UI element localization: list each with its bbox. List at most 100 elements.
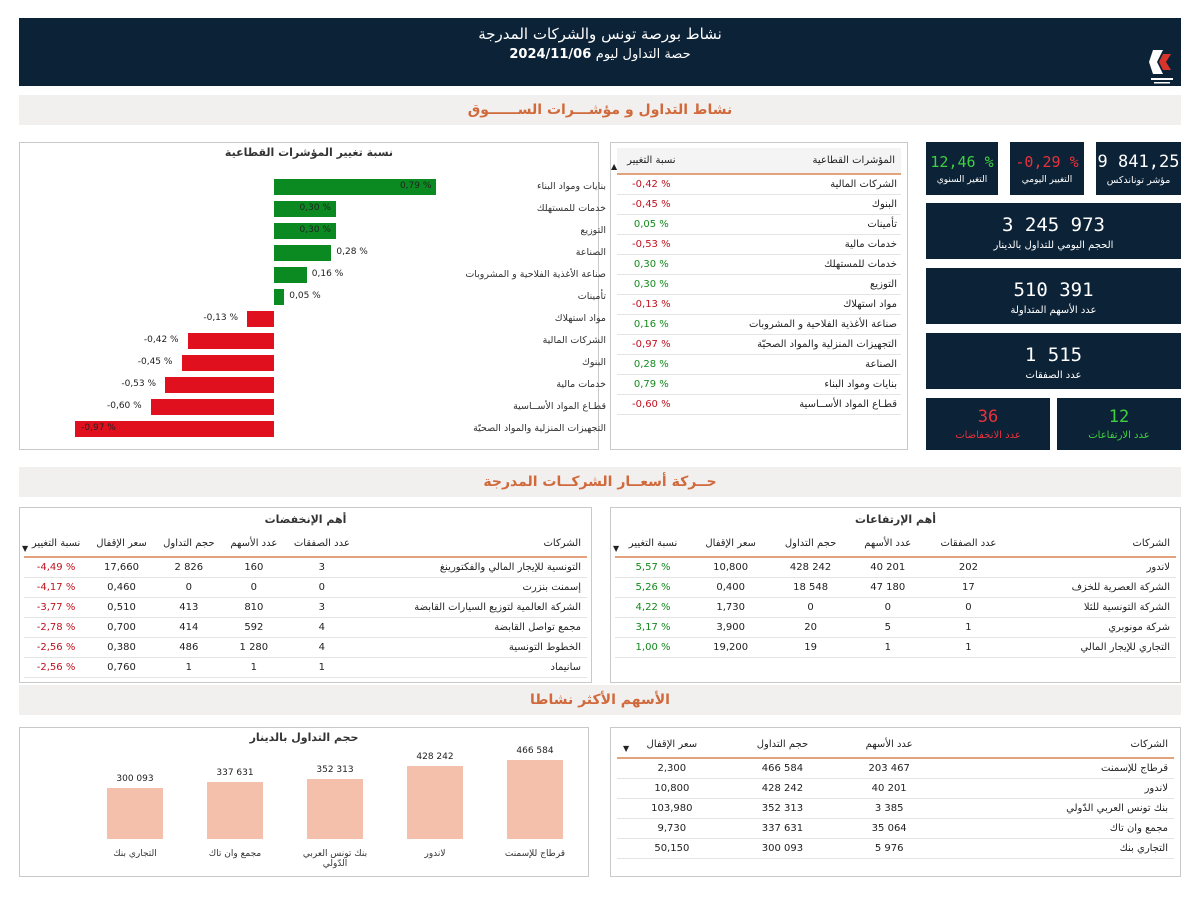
sector-table-panel: المؤشرات القطاعية نسبة التغيير ▲ الشركات… [610, 142, 908, 450]
rises-label: عدد الارتفاعات [1088, 430, 1150, 441]
trades-value: 1 515 [1024, 344, 1083, 366]
active-row[interactable]: قرطاج للإسمنت 203 467 466 584 2,300 [617, 758, 1174, 779]
losers-cell: 0,510 [88, 597, 155, 618]
sector-bar-value: -0,45 % [137, 357, 173, 367]
sector-bar [247, 311, 274, 327]
gainers-col-header[interactable]: عدد الأسهم [850, 531, 925, 558]
gainers-row[interactable]: الشركة العصرية للخزف 17 47 180 18 548 0,400 5… [615, 577, 1176, 598]
sector-bar [165, 377, 274, 393]
session-prefix: حصة التداول ليوم [595, 47, 691, 62]
volume-bar [207, 781, 263, 839]
gainers-col-header[interactable]: الشركات [1012, 531, 1176, 558]
sector-row[interactable]: صناعة الأغذية الفلاحية و المشروبات 0,16 % [617, 314, 901, 335]
losers-row[interactable]: إسمنت بنزرت 0 0 0 0,460 -4,17 % [24, 577, 587, 598]
active-cell: 10,800 [617, 778, 727, 799]
sort-desc-icon[interactable]: ▼ [22, 544, 29, 553]
sector-bar-label: خدمات مالية [556, 379, 606, 390]
gainers-row[interactable]: شركة مونوبري 1 5 20 3,900 3,17 % [615, 617, 1176, 638]
volume-bar-label: لاندور [424, 849, 446, 859]
losers-col-header[interactable]: سعر الإقفال [88, 531, 155, 558]
sort-desc-icon[interactable]: ▼ [613, 544, 620, 553]
volume-bar-value: 352 313 [316, 765, 354, 776]
losers-cell: -3,77 % [24, 597, 89, 618]
losers-col-header[interactable]: حجم التداول [154, 531, 223, 558]
sort-asc-icon[interactable]: ▲ [611, 162, 618, 171]
losers-col-header[interactable]: الشركات [358, 531, 587, 558]
active-col-header[interactable]: عدد الأسهم [838, 732, 941, 759]
gainers-col-header[interactable]: نسبة التغيير ▼ [613, 531, 692, 558]
sector-row[interactable]: قطـاع المواد الأســاسية -0,60 % [617, 394, 901, 415]
gainers-row[interactable]: لاندور 202 40 201 428 242 10,800 5,57 % [615, 557, 1176, 578]
volume-bar-value: 428 242 [416, 752, 454, 763]
sector-row[interactable]: الصناعة 0,28 % [617, 354, 901, 375]
sector-change: 0,05 % [617, 214, 686, 235]
gainers-cell: التجاري للإيجار المالي [1012, 637, 1176, 658]
sector-name: قطـاع المواد الأســاسية [685, 394, 901, 415]
sector-row[interactable]: مواد استهلاك -0,13 % [617, 294, 901, 315]
gainers-col-header[interactable]: عدد الصفقات [924, 531, 1013, 558]
sector-bar-label: خدمات للمستهلك [536, 203, 606, 214]
losers-col-header[interactable]: عدد الصفقات [284, 531, 359, 558]
losers-col-header[interactable]: نسبة التغيير ▼ [22, 531, 89, 558]
sector-change: -0,13 % [617, 294, 686, 315]
active-cell: 300 093 [726, 838, 839, 859]
gainers-cell: 19 [770, 637, 851, 658]
sector-change-col-header[interactable]: نسبة التغيير ▲ [611, 148, 686, 175]
sector-row[interactable]: تأمينات 0,05 % [617, 214, 901, 235]
active-row[interactable]: بنك تونس العربي الدّولي 3 385 352 313 103,9… [617, 798, 1174, 819]
sector-change: -0,53 % [617, 234, 686, 255]
sector-row[interactable]: الشركات المالية -0,42 % [617, 174, 901, 195]
active-row[interactable]: مجمع وان تاك 35 064 337 631 9,730 [617, 818, 1174, 839]
sector-change-chart-panel: نسبة تغيير المؤشرات القطاعية 0,79 % بنايا… [19, 142, 606, 450]
volume-bar [307, 779, 363, 839]
sector-col-header[interactable]: المؤشرات القطاعية [685, 148, 901, 175]
losers-cell: 3 [284, 557, 359, 578]
losers-row[interactable]: سانيماد 1 1 1 0,760 -2,56 % [24, 657, 587, 678]
gainers-panel: أهم الإرتفاعات الشركات عدد الصفقات عدد الأ… [610, 507, 1181, 683]
sector-bar [274, 267, 307, 283]
falls-tile: 36 عدد الانخفاضات [926, 398, 1050, 450]
sector-row[interactable]: بنايات ومواد البناء 0,79 % [617, 374, 901, 395]
sector-bar-label: التوزيع [580, 225, 606, 236]
volume-bar [507, 759, 563, 839]
gainers-row[interactable]: الشركة التونسية للثلا 0 0 0 1,730 4,22 % [615, 597, 1176, 618]
losers-row[interactable]: مجمع تواصل القابضة 4 592 414 0,700 -2,78 % [24, 617, 587, 638]
rises-tile: 12 عدد الارتفاعات [1057, 398, 1181, 450]
sector-bar-label: قطـاع المواد الأســاسية [513, 401, 606, 412]
sector-row[interactable]: التجهيزات المنزلية والمواد الصحيّة -0,97 … [617, 334, 901, 355]
volume-chart-panel: حجم التداول بالدينار 466 584 قرطاج للإسمن… [19, 727, 589, 877]
active-row[interactable]: لاندور 40 201 428 242 10,800 [617, 778, 1174, 799]
active-row[interactable]: التجاري بنك 5 976 300 093 50,150 [617, 838, 1174, 859]
gainers-col-header[interactable]: حجم التداول [770, 531, 851, 558]
active-col-header[interactable]: الشركات [940, 732, 1174, 759]
losers-cell: -2,78 % [24, 617, 89, 638]
active-col-header[interactable]: حجم التداول [726, 732, 839, 759]
losers-col-header[interactable]: عدد الأسهم [222, 531, 285, 558]
losers-row[interactable]: الخطوط التونسية 4 1 280 486 0,380 -2,56 % [24, 637, 587, 658]
sector-row[interactable]: البنوك -0,45 % [617, 194, 901, 215]
gainers-row[interactable]: التجاري للإيجار المالي 1 1 19 19,200 1,00 % [615, 637, 1176, 658]
gainers-cell: 1,00 % [615, 637, 692, 658]
losers-row[interactable]: الشركة العالمية لتوزيع السيارات القابضة 3… [24, 597, 587, 618]
losers-cell: 4 [284, 637, 359, 658]
losers-row[interactable]: التونسية للإيجار المالي والفكتورينغ 3 160 2… [24, 557, 587, 578]
gainers-col-header[interactable]: سعر الإقفال [691, 531, 771, 558]
sector-table: المؤشرات القطاعية نسبة التغيير ▲ الشركات… [611, 148, 901, 415]
losers-cell: 1 [222, 657, 285, 678]
active-cell: قرطاج للإسمنت [940, 758, 1174, 779]
sector-name: التجهيزات المنزلية والمواد الصحيّة [685, 334, 901, 355]
sector-row[interactable]: خدمات للمستهلك 0,30 % [617, 254, 901, 275]
sector-change: -0,45 % [617, 194, 686, 215]
sector-row[interactable]: خدمات مالية -0,53 % [617, 234, 901, 255]
sort-desc-icon[interactable]: ▼ [623, 744, 630, 753]
volume-value: 3 245 973 [1002, 214, 1105, 236]
losers-cell: 414 [154, 617, 223, 638]
volume-bar-value: 466 584 [516, 745, 554, 756]
sector-name: الصناعة [685, 354, 901, 375]
losers-cell: 413 [154, 597, 223, 618]
losers-cell: 1 [154, 657, 223, 678]
sector-row[interactable]: التوزيع 0,30 % [617, 274, 901, 295]
losers-cell: 17,660 [88, 557, 155, 578]
active-col-header[interactable]: سعر الإقفال ▼ [617, 732, 727, 759]
sector-bar-value: -0,60 % [107, 401, 142, 411]
